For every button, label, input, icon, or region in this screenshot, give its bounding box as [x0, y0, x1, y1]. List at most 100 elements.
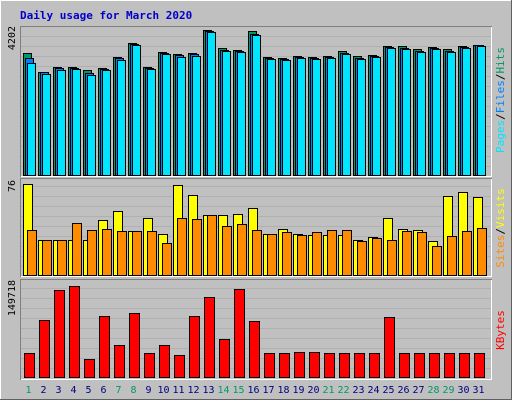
legend-visits: Visits — [494, 188, 507, 228]
bar-sites-day-10 — [162, 243, 172, 276]
bar-pages-day-14 — [222, 51, 231, 176]
x-label-day-24: 24 — [367, 385, 379, 396]
bar-pages-day-24 — [372, 57, 381, 176]
bar-kbytes-day-2 — [39, 320, 50, 378]
bar-kbytes-day-8 — [129, 313, 140, 378]
legend-visits-sites: Sites/Visits — [494, 188, 507, 268]
x-label-day-28: 28 — [427, 385, 439, 396]
bar-sites-day-16 — [252, 230, 262, 276]
bar-pages-day-2 — [42, 74, 51, 176]
x-label-day-14: 14 — [217, 385, 229, 396]
legend-sites: Sites — [494, 235, 507, 268]
x-label-day-21: 21 — [322, 385, 334, 396]
bar-sites-day-15 — [237, 224, 247, 276]
x-label-day-5: 5 — [85, 385, 91, 396]
panel-visits-frame — [20, 178, 492, 277]
bar-sites-day-21 — [327, 230, 337, 276]
bar-kbytes-day-12 — [189, 316, 200, 378]
x-label-day-23: 23 — [352, 385, 364, 396]
bar-kbytes-day-31 — [474, 353, 485, 378]
bar-kbytes-day-5 — [84, 359, 95, 378]
bar-pages-day-19 — [297, 58, 306, 176]
x-label-day-11: 11 — [172, 385, 184, 396]
bar-pages-day-29 — [447, 52, 456, 176]
x-label-day-6: 6 — [100, 385, 106, 396]
bar-sites-day-5 — [87, 230, 97, 276]
x-label-day-27: 27 — [412, 385, 424, 396]
bar-kbytes-day-30 — [459, 353, 470, 378]
x-label-day-18: 18 — [277, 385, 289, 396]
x-label-day-30: 30 — [457, 385, 469, 396]
x-label-day-17: 17 — [262, 385, 274, 396]
bar-kbytes-day-29 — [444, 353, 455, 378]
bar-kbytes-day-19 — [294, 352, 305, 378]
bar-kbytes-day-6 — [99, 316, 110, 378]
bar-kbytes-day-4 — [69, 286, 80, 378]
bar-pages-day-16 — [252, 35, 261, 176]
bar-pages-day-7 — [117, 60, 126, 176]
bar-kbytes-day-1 — [24, 353, 35, 378]
panel-hits-frame — [20, 26, 492, 177]
bar-sites-day-8 — [132, 231, 142, 276]
bar-pages-day-1 — [27, 63, 36, 176]
bar-kbytes-day-22 — [339, 353, 350, 378]
bar-pages-day-9 — [147, 69, 156, 176]
x-label-day-8: 8 — [130, 385, 136, 396]
bar-sites-day-18 — [282, 232, 292, 276]
x-label-day-25: 25 — [382, 385, 394, 396]
bar-sites-day-13 — [207, 215, 217, 276]
bar-kbytes-day-17 — [264, 353, 275, 378]
legend-separator: / — [494, 74, 507, 81]
bars — [23, 30, 487, 378]
legend-files: Files — [494, 80, 507, 113]
bar-pages-day-23 — [357, 59, 366, 176]
y-max-label: 149718 — [7, 280, 18, 316]
bar-sites-day-22 — [342, 230, 352, 276]
bar-kbytes-day-13 — [204, 297, 215, 378]
legend-separator: / — [494, 228, 507, 235]
x-label-day-2: 2 — [40, 385, 46, 396]
bar-sites-day-2 — [42, 240, 52, 276]
bar-pages-day-11 — [177, 57, 186, 176]
bar-kbytes-day-18 — [279, 353, 290, 378]
y-max-label: 76 — [7, 180, 18, 192]
bar-pages-day-4 — [72, 69, 81, 176]
bar-sites-day-28 — [432, 246, 442, 276]
y-max-labels: 4202 76 149718 — [7, 26, 18, 316]
bar-pages-day-18 — [282, 60, 291, 176]
bar-sites-day-12 — [192, 219, 202, 276]
bar-kbytes-day-26 — [399, 353, 410, 378]
x-label-day-15: 15 — [232, 385, 244, 396]
x-label-day-31: 31 — [472, 385, 484, 396]
legend-hits-files-pages: Pages/Files/Hits — [494, 47, 507, 153]
x-label-day-1: 1 — [25, 385, 31, 396]
x-label-day-29: 29 — [442, 385, 454, 396]
bar-pages-day-31 — [477, 46, 486, 176]
x-label-day-10: 10 — [157, 385, 169, 396]
bar-kbytes-day-27 — [414, 353, 425, 378]
x-label-day-16: 16 — [247, 385, 259, 396]
x-label-day-12: 12 — [187, 385, 199, 396]
bar-pages-day-13 — [207, 32, 216, 176]
bar-kbytes-day-14 — [219, 339, 230, 378]
bar-sites-day-4 — [72, 223, 82, 276]
bar-sites-day-26 — [402, 231, 412, 276]
x-label-day-4: 4 — [70, 385, 76, 396]
x-label-day-26: 26 — [397, 385, 409, 396]
bar-sites-day-3 — [57, 240, 67, 276]
bar-pages-day-28 — [432, 49, 441, 176]
bar-pages-day-12 — [192, 56, 201, 176]
bar-sites-day-11 — [177, 218, 187, 276]
x-axis-labels: 1 2 3 4 5 6 7 8 9 10 11 12 13 14 15 16 17 18 19 20 21 22 23 24 2… — [25, 385, 484, 396]
bar-pages-day-27 — [417, 52, 426, 176]
legend-kbytes: KBytes — [494, 310, 507, 350]
bar-kbytes-day-25 — [384, 317, 395, 378]
chart-title: Daily usage for March 2020 — [20, 9, 192, 22]
bar-sites-day-27 — [417, 232, 427, 276]
bar-sites-day-30 — [462, 231, 472, 276]
bar-kbytes-day-16 — [249, 321, 260, 378]
legend-pages: Pages — [494, 120, 507, 153]
bar-sites-day-31 — [477, 228, 487, 276]
x-label-day-13: 13 — [202, 385, 214, 396]
